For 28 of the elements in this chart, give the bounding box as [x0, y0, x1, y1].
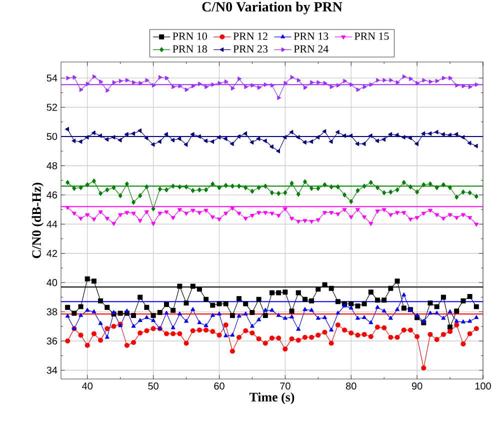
- x-axis-title: Time (s): [249, 392, 294, 404]
- y-tick-label: 40: [46, 279, 58, 286]
- chart-title: C/N0 Variation by PRN: [202, 2, 342, 14]
- y-tick-label: 36: [46, 337, 58, 345]
- x-tick-label: 50: [148, 382, 158, 390]
- x-tick-label: 80: [346, 382, 356, 390]
- x-tick-label: 100: [475, 382, 491, 390]
- y-tick-label: 34: [46, 366, 58, 374]
- y-tick-label: 46: [46, 191, 58, 198]
- legend-label: PRN 24: [294, 45, 328, 53]
- x-tick-label: 60: [214, 382, 224, 390]
- y-tick-label: 44: [46, 220, 58, 228]
- y-tick-label: 42: [46, 250, 57, 257]
- y-tick-label: 50: [46, 132, 58, 140]
- legend-label: PRN 18: [172, 45, 207, 53]
- y-tick-label: 52: [46, 104, 57, 111]
- x-tick-label: 70: [280, 382, 290, 390]
- legend-label: PRN 13: [294, 32, 328, 40]
- legend-label: PRN 12: [233, 32, 268, 40]
- y-tick-label: 48: [46, 162, 58, 170]
- y-axis-title: C/N0 (dB-Hz): [32, 182, 44, 258]
- x-tick-label: 40: [82, 382, 93, 390]
- legend-label: PRN 10: [172, 32, 207, 40]
- legend-label: PRN 23: [233, 45, 268, 53]
- y-tick-label: 38: [46, 308, 58, 316]
- y-tick-label: 54: [46, 74, 58, 82]
- x-tick-label: 90: [412, 382, 422, 390]
- legend-label: PRN 15: [354, 32, 389, 40]
